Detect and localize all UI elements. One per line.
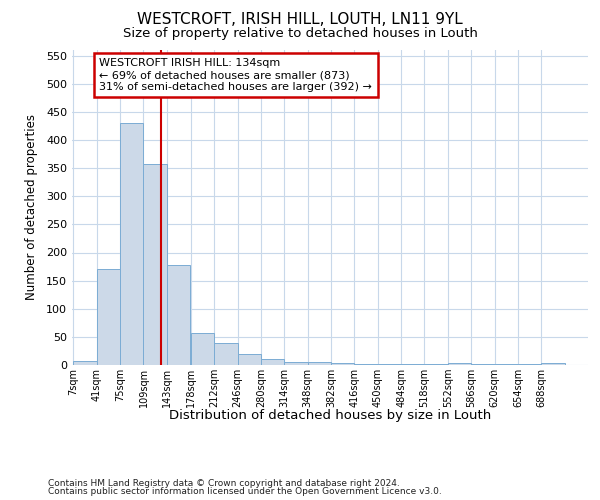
Bar [378, 364, 401, 365]
Bar [191, 333, 214, 365]
Bar [355, 364, 378, 365]
Bar [261, 360, 284, 365]
Text: WESTCROFT, IRISH HILL, LOUTH, LN11 9YL: WESTCROFT, IRISH HILL, LOUTH, LN11 9YL [137, 12, 463, 28]
Bar [471, 364, 494, 365]
Bar [167, 265, 190, 365]
Bar [97, 270, 120, 365]
Bar [541, 363, 565, 365]
Text: WESTCROFT IRISH HILL: 134sqm
← 69% of detached houses are smaller (873)
31% of s: WESTCROFT IRISH HILL: 134sqm ← 69% of de… [100, 58, 373, 92]
Bar [73, 360, 97, 365]
Bar [238, 354, 261, 365]
Text: Contains HM Land Registry data © Crown copyright and database right 2024.: Contains HM Land Registry data © Crown c… [48, 478, 400, 488]
Bar [448, 363, 471, 365]
Text: Contains public sector information licensed under the Open Government Licence v3: Contains public sector information licen… [48, 487, 442, 496]
Text: Distribution of detached houses by size in Louth: Distribution of detached houses by size … [169, 410, 491, 422]
Bar [143, 164, 167, 365]
Bar [284, 362, 308, 365]
Bar [424, 364, 448, 365]
Y-axis label: Number of detached properties: Number of detached properties [25, 114, 38, 300]
Bar [401, 364, 424, 365]
Bar [120, 123, 143, 365]
Bar [308, 362, 331, 365]
Bar [494, 364, 518, 365]
Bar [214, 342, 238, 365]
Bar [518, 364, 541, 365]
Text: Size of property relative to detached houses in Louth: Size of property relative to detached ho… [122, 28, 478, 40]
Bar [331, 363, 355, 365]
